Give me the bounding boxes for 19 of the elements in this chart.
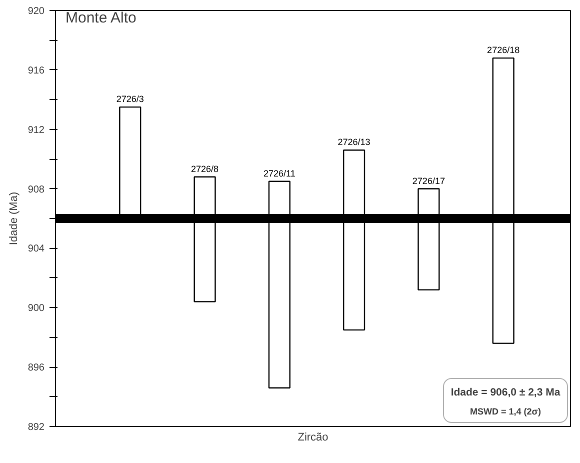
y-tick-label: 912 <box>28 124 45 136</box>
x-tick-label: 2726/18 <box>487 45 520 56</box>
y-tick-label: 904 <box>28 244 45 255</box>
x-tick-label: 2726/17 <box>412 176 445 186</box>
x-axis-title: Zircão <box>298 432 328 444</box>
x-tick-label: 2726/8 <box>191 164 219 174</box>
x-tick-label: 2726/3 <box>116 94 144 104</box>
annotation: MSWD = 1,4 (2σ) <box>470 406 541 416</box>
y-tick-label: 900 <box>28 303 45 314</box>
y-tick-label: 892 <box>28 422 45 433</box>
x-tick-label: 2726/13 <box>338 137 370 148</box>
y-tick-label: 920 <box>28 6 45 17</box>
y-tick-label: 896 <box>28 362 45 374</box>
x-tick-label: 2726/11 <box>263 168 296 178</box>
annotation: Idade = 906,0 ± 2,3 Ma <box>450 386 560 398</box>
y-tick-label: 916 <box>28 65 45 76</box>
y-tick-label: 908 <box>28 184 45 196</box>
y-axis-title: Idade (Ma) <box>8 192 20 246</box>
chart-title: Monte Alto <box>66 10 136 26</box>
